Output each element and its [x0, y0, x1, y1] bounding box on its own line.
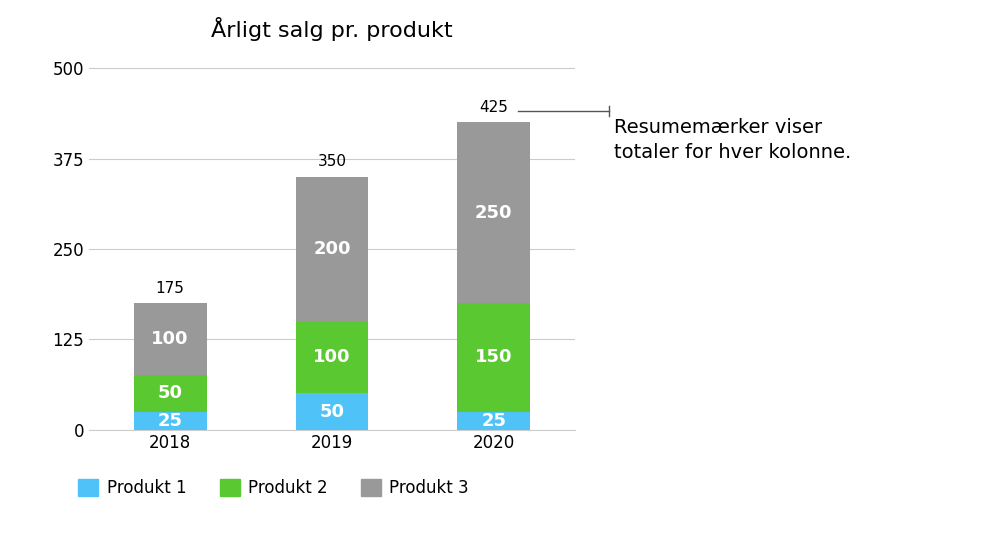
- Bar: [134, 303, 206, 375]
- Title: Årligt salg pr. produkt: Årligt salg pr. produkt: [211, 17, 453, 41]
- Bar: [458, 411, 530, 430]
- Bar: [458, 303, 530, 411]
- Text: 100: 100: [152, 330, 189, 348]
- Bar: [458, 122, 530, 303]
- Text: 425: 425: [480, 100, 508, 115]
- Bar: [295, 177, 369, 321]
- Text: 50: 50: [158, 384, 182, 402]
- Text: 250: 250: [475, 204, 512, 222]
- Text: 25: 25: [482, 411, 506, 430]
- Text: 150: 150: [475, 349, 512, 366]
- Text: Resumemærker viser
totaler for hver kolonne.: Resumemærker viser totaler for hver kolo…: [614, 118, 851, 162]
- Text: 100: 100: [313, 349, 351, 366]
- Text: 50: 50: [319, 403, 345, 420]
- Bar: [134, 411, 206, 430]
- Legend: Produkt 1, Produkt 2, Produkt 3: Produkt 1, Produkt 2, Produkt 3: [71, 473, 476, 504]
- Text: 350: 350: [317, 154, 347, 169]
- Bar: [295, 321, 369, 394]
- Text: 175: 175: [156, 281, 184, 296]
- Bar: [295, 394, 369, 430]
- Text: 25: 25: [158, 411, 182, 430]
- Text: 200: 200: [313, 240, 351, 258]
- Bar: [134, 375, 206, 411]
